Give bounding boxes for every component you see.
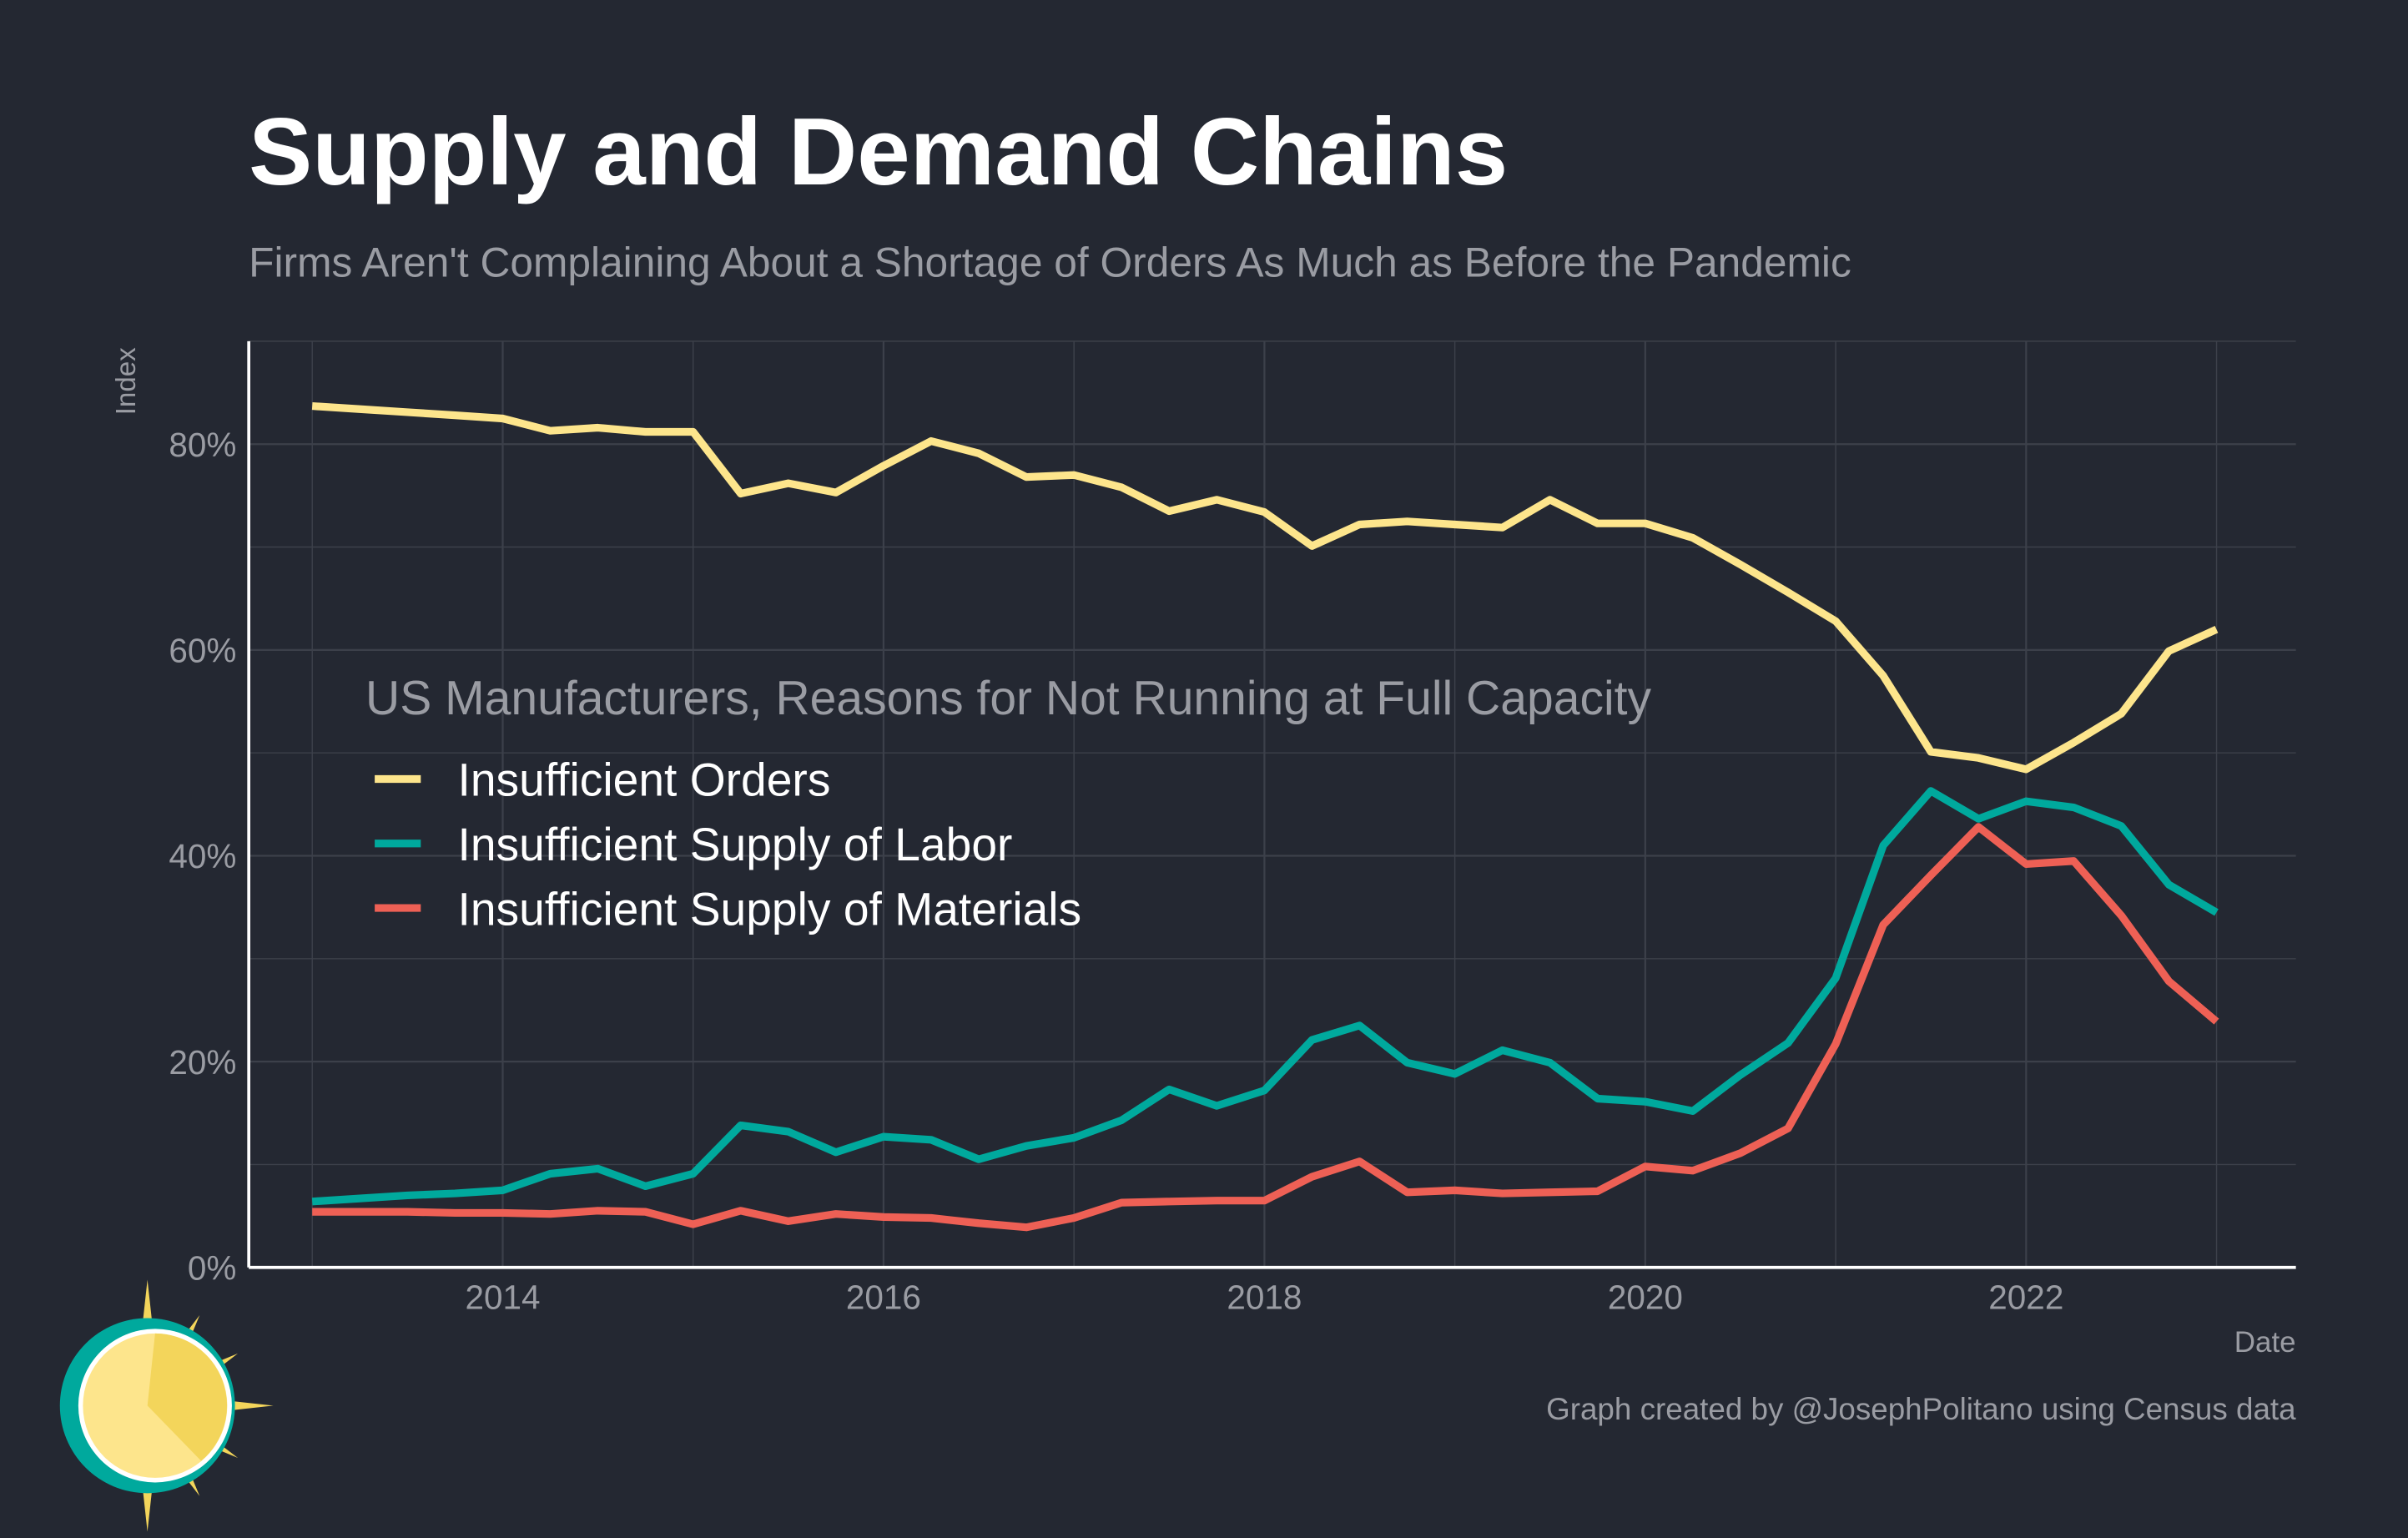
chart-title: Supply and Demand Chains (249, 99, 1508, 205)
sun-logo-icon (59, 1279, 274, 1532)
legend-title: US Manufacturers, Reasons for Not Runnin… (365, 672, 1651, 725)
y-axis-label: Index (111, 347, 142, 415)
legend-label: Insufficient Supply of Materials (457, 883, 1081, 935)
chart-subtitle: Firms Aren't Complaining About a Shortag… (249, 240, 1851, 286)
legend-label: Insufficient Orders (457, 754, 830, 806)
x-tick-label: 2022 (1988, 1278, 2063, 1316)
legend: US Manufacturers, Reasons for Not Runnin… (365, 672, 1651, 935)
x-tick-label: 2014 (465, 1278, 540, 1316)
x-tick-label: 2016 (846, 1278, 921, 1316)
y-tick-label: 80% (169, 426, 236, 464)
series-line-insufficient-supply-of-materials (312, 823, 2219, 1232)
y-tick-label: 60% (169, 632, 236, 670)
legend-label: Insufficient Supply of Labor (457, 819, 1012, 870)
series-line-insufficient-orders (311, 401, 2219, 774)
caption: Graph created by @JosephPolitano using C… (1546, 1392, 2296, 1426)
ticks: 0% 20% 40% 60% 80% 2014 2016 2018 2020 2022 (169, 426, 2063, 1317)
grid (247, 340, 2296, 1269)
x-tick-label: 2020 (1608, 1278, 1683, 1316)
y-tick-label: 0% (188, 1248, 237, 1287)
y-tick-label: 40% (169, 837, 236, 875)
y-tick-label: 20% (169, 1043, 236, 1082)
x-axis-label: Date (2234, 1326, 2296, 1359)
series-lines (311, 401, 2219, 1232)
series-line-insufficient-supply-of-labor (311, 787, 2219, 1206)
x-tick-label: 2018 (1227, 1278, 1302, 1316)
